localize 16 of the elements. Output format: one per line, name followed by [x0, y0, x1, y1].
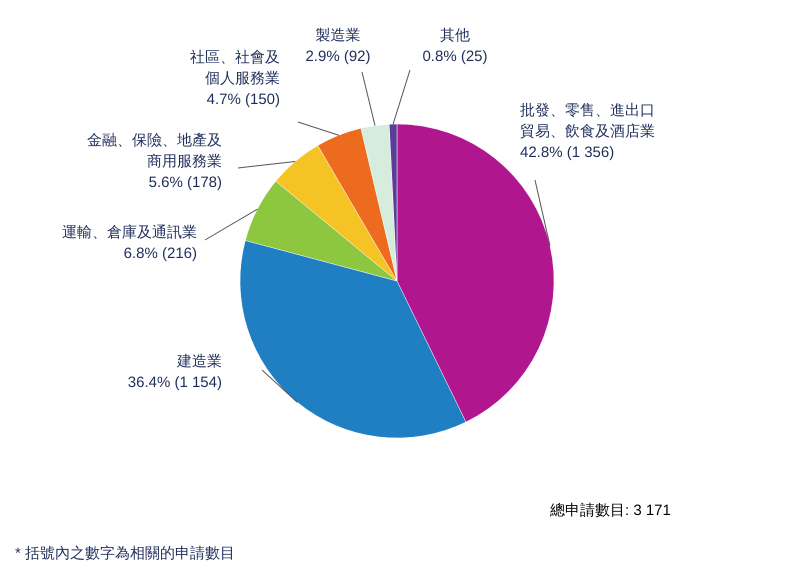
- data-label: 4.7% (150): [206, 91, 280, 108]
- data-label: 36.4% (1 154): [128, 374, 222, 391]
- data-label: 2.9% (92): [305, 48, 371, 65]
- slice-label: 其他: [440, 27, 470, 44]
- data-label: 0.8% (25): [422, 48, 488, 65]
- data-label: 42.8% (1 356): [520, 144, 614, 161]
- text: * 括號內之數字為相關的申請數目: [15, 545, 236, 562]
- slice-label: 建造業: [176, 353, 222, 370]
- slice-label: 製造業: [316, 27, 360, 44]
- text: 總申請數目: 3 171: [549, 502, 671, 519]
- data-label: 6.8% (216): [124, 245, 198, 262]
- slice-label: 批發、零售、進出口貿易、飲食及酒店業: [520, 102, 655, 140]
- slice-label: 金融、保險、地產及商用服務業: [87, 132, 222, 170]
- slice-label: 運輸、倉庫及通訊業: [62, 224, 197, 241]
- data-label: 5.6% (178): [148, 174, 222, 191]
- slice-label: 社區、社會及個人服務業: [190, 49, 280, 87]
